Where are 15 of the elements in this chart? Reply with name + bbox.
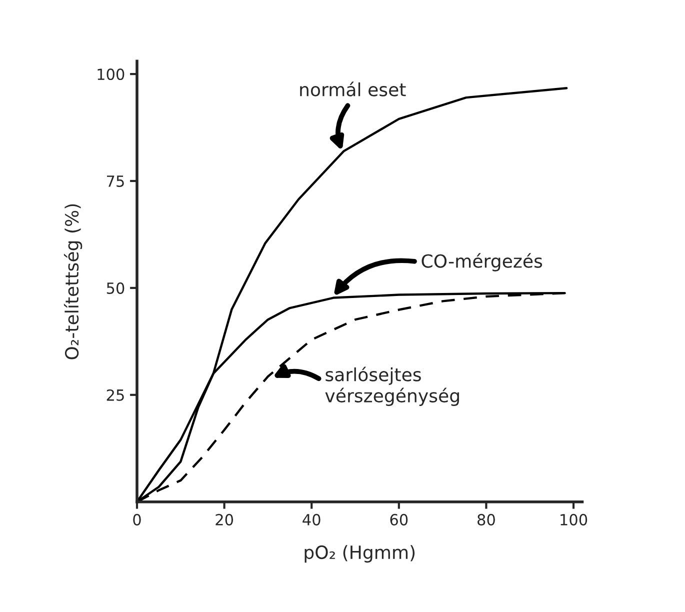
y-tick-label: 100 [98,68,124,80]
y-tick-label: 25 [106,389,124,401]
x-tick-label: 80 [478,514,495,526]
y-tick-label: 50 [106,282,124,294]
annotation: CO-mérgezés [422,253,542,272]
x-tick-label: 20 [216,514,234,526]
x-tick-label: 40 [302,514,320,526]
x-tick-label: 100 [560,514,588,526]
annotation: sarlósejtes vérszegénység [325,366,459,406]
y-axis-title: O₂-telítettség (%) [64,204,82,360]
annotation: normál eset [300,82,406,96]
x-tick-label: 60 [390,514,408,526]
x-tick-label: 0 [133,514,141,526]
x-axis-title: pO₂ (Hgmm) [304,545,415,563]
y-tick-label: 75 [107,176,124,188]
